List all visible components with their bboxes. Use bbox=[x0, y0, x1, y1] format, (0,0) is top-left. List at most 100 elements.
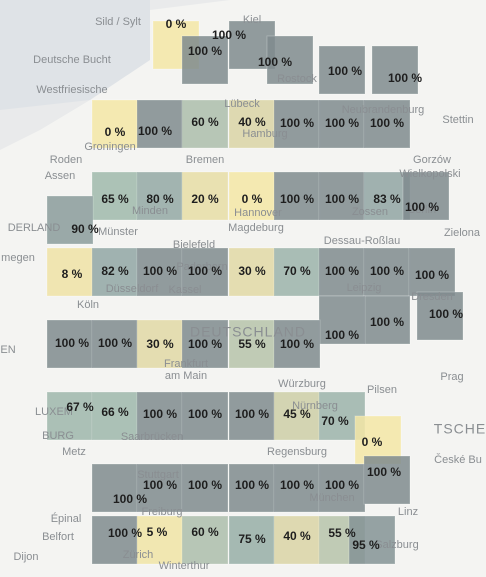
percent-label: 45 % bbox=[283, 407, 311, 421]
grid-cell bbox=[181, 391, 229, 441]
place-label: Assen bbox=[45, 170, 76, 182]
place-label: Frankfurt bbox=[164, 358, 208, 370]
place-label: Hannover bbox=[234, 207, 282, 219]
percent-label: 100 % bbox=[55, 336, 89, 350]
grid-cell bbox=[273, 515, 321, 565]
place-label: Metz bbox=[62, 446, 86, 458]
place-label: Pilsen bbox=[367, 384, 397, 396]
percent-label: 65 % bbox=[101, 192, 129, 206]
place-label: Rostock bbox=[277, 73, 317, 85]
grid-cell bbox=[408, 247, 456, 297]
place-label: Linz bbox=[398, 506, 418, 518]
grid-cell bbox=[318, 45, 366, 95]
place-label: Paderborn bbox=[176, 261, 227, 273]
grid-cell bbox=[136, 319, 184, 369]
grid-cell bbox=[348, 515, 396, 565]
place-label: Nürnberg bbox=[292, 400, 338, 412]
percent-label: 70 % bbox=[283, 264, 311, 278]
place-label: Leipzig bbox=[347, 282, 382, 294]
place-label: Winterthur bbox=[159, 560, 210, 572]
place-label: Berlin bbox=[408, 204, 436, 216]
percent-label: 20 % bbox=[191, 192, 219, 206]
place-label: Freiburg bbox=[142, 506, 183, 518]
grid-cell bbox=[318, 171, 366, 221]
grid-cell bbox=[136, 515, 184, 565]
percent-label: 100 % bbox=[188, 44, 222, 58]
percent-label: 100 % bbox=[108, 526, 142, 540]
place-label: megen bbox=[1, 252, 35, 264]
percent-label: 100 % bbox=[235, 407, 269, 421]
place-label: Zürich bbox=[123, 549, 154, 561]
grid-cell bbox=[273, 171, 321, 221]
percent-label: 100 % bbox=[280, 192, 314, 206]
grid-cell bbox=[273, 247, 321, 297]
grid-cell bbox=[266, 35, 314, 85]
grid-cell bbox=[363, 455, 411, 505]
percent-label: 100 % bbox=[98, 336, 132, 350]
place-label: Westfriesische bbox=[36, 84, 107, 96]
percent-label: 100 % bbox=[280, 478, 314, 492]
place-label: Lübeck bbox=[224, 98, 260, 110]
percent-label: 100 % bbox=[325, 328, 359, 342]
grid-cell bbox=[273, 391, 321, 441]
grid-cell bbox=[181, 35, 229, 85]
percent-label: 40 % bbox=[283, 529, 311, 543]
grid-cell bbox=[91, 99, 139, 149]
grid-cell bbox=[136, 99, 184, 149]
percent-label: 100 % bbox=[370, 315, 404, 329]
percent-label: 100 % bbox=[325, 478, 359, 492]
place-label: Saarbrücken bbox=[121, 431, 183, 443]
place-label: TSCHE bbox=[434, 421, 486, 437]
place-label: Zielona bbox=[444, 227, 481, 239]
percent-label: 100 % bbox=[235, 478, 269, 492]
place-label: České Bu bbox=[434, 453, 482, 466]
grid-cell bbox=[363, 99, 411, 149]
percent-label: 100 % bbox=[188, 337, 222, 351]
percent-label: 0 % bbox=[362, 435, 383, 449]
percent-label: 100 % bbox=[188, 264, 222, 278]
grid-cell bbox=[363, 247, 411, 297]
percent-label: 100 % bbox=[258, 55, 292, 69]
grid-cell bbox=[181, 99, 229, 149]
percent-label: 8 % bbox=[62, 267, 83, 281]
percent-label: 60 % bbox=[191, 115, 219, 129]
place-label: Deutsche Bucht bbox=[33, 54, 111, 66]
percent-label: 5 % bbox=[147, 525, 168, 539]
place-label: Stuttgart bbox=[137, 469, 179, 481]
percent-label: 100 % bbox=[415, 268, 449, 282]
place-label: LUXEM bbox=[35, 406, 73, 418]
place-label: Zossen bbox=[352, 206, 388, 218]
place-label: Groningen bbox=[84, 141, 135, 153]
grid-cell bbox=[181, 247, 229, 297]
percent-label: 0 % bbox=[166, 17, 187, 31]
percent-label: 95 % bbox=[352, 538, 380, 552]
place-label: Belfort bbox=[42, 531, 74, 543]
place-label: Düsseldorf bbox=[106, 283, 160, 295]
grid-cell bbox=[181, 463, 229, 513]
grid-cell bbox=[91, 171, 139, 221]
place-label: Prag bbox=[440, 371, 463, 383]
grid-cell bbox=[371, 45, 419, 95]
percent-label: 66 % bbox=[101, 405, 129, 419]
grid-cell bbox=[273, 319, 321, 369]
percent-label: 0 % bbox=[242, 192, 263, 206]
place-label: Würzburg bbox=[278, 378, 326, 390]
place-label: Bielefeld bbox=[173, 239, 215, 251]
grid-cell bbox=[91, 463, 139, 513]
place-label: Bremen bbox=[186, 154, 225, 166]
percent-label: 83 % bbox=[373, 192, 401, 206]
grid-cell bbox=[181, 515, 229, 565]
grid-cell bbox=[91, 391, 139, 441]
grid-cell bbox=[181, 171, 229, 221]
place-label: Minden bbox=[132, 205, 168, 217]
place-label: Kassel bbox=[168, 284, 201, 296]
percent-label: 100 % bbox=[325, 192, 359, 206]
place-label: Regensburg bbox=[267, 446, 327, 458]
percent-label: 100 % bbox=[325, 116, 359, 130]
place-label: Münster bbox=[98, 226, 138, 238]
percent-label: 100 % bbox=[370, 264, 404, 278]
place-label: Magdeburg bbox=[228, 222, 284, 234]
place-label: DERLAND bbox=[8, 222, 61, 234]
grid-cell bbox=[91, 247, 139, 297]
grid-cell bbox=[136, 463, 184, 513]
